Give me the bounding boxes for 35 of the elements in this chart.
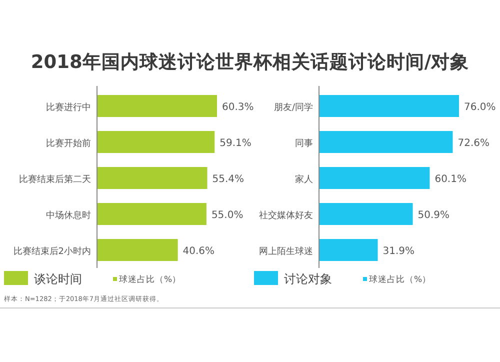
x-axis-title: 球迷占比（%）: [369, 274, 432, 285]
y-tick-label: 比赛开始前: [46, 138, 91, 149]
y-tick-label: 中场休息时: [46, 210, 91, 221]
data-label: 72.6%: [458, 138, 490, 149]
y-tick-label: 网上陌生球迷: [259, 246, 313, 257]
data-label: 55.0%: [211, 210, 244, 221]
y-tick-label: 朋友/同学: [274, 102, 313, 113]
data-label: 55.4%: [212, 174, 244, 185]
bar: [319, 167, 430, 189]
y-tick-label: 比赛进行中: [46, 102, 91, 113]
bar: [97, 167, 208, 189]
data-label: 50.9%: [418, 210, 450, 221]
bar: [97, 131, 215, 153]
legend-label: 谈论时间: [34, 272, 82, 286]
bar: [319, 95, 459, 117]
data-label: 59.1%: [220, 138, 252, 149]
y-tick-label: 家人: [295, 174, 313, 185]
bar: [319, 131, 453, 153]
data-label: 40.6%: [182, 246, 215, 257]
y-tick-label: 社交媒体好友: [259, 210, 313, 221]
bar: [97, 203, 206, 225]
bar: [319, 203, 413, 225]
bar: [97, 95, 217, 117]
y-tick-label: 比赛结束后第二天: [19, 174, 91, 185]
data-label: 31.9%: [382, 246, 415, 257]
y-tick-label: 同事: [295, 138, 313, 149]
y-tick-label: 比赛结束后2小时内: [13, 246, 91, 257]
bar: [319, 239, 378, 261]
x-axis-title: 球迷占比（%）: [119, 274, 182, 285]
data-label: 76.0%: [464, 102, 496, 113]
data-label: 60.1%: [434, 174, 466, 185]
data-label: 60.3%: [222, 102, 254, 113]
bar: [97, 239, 178, 261]
chart-title: 2018年国内球迷讨论世界杯相关话题讨论时间/对象: [30, 51, 470, 73]
legend-label: 讨论对象: [284, 272, 332, 286]
